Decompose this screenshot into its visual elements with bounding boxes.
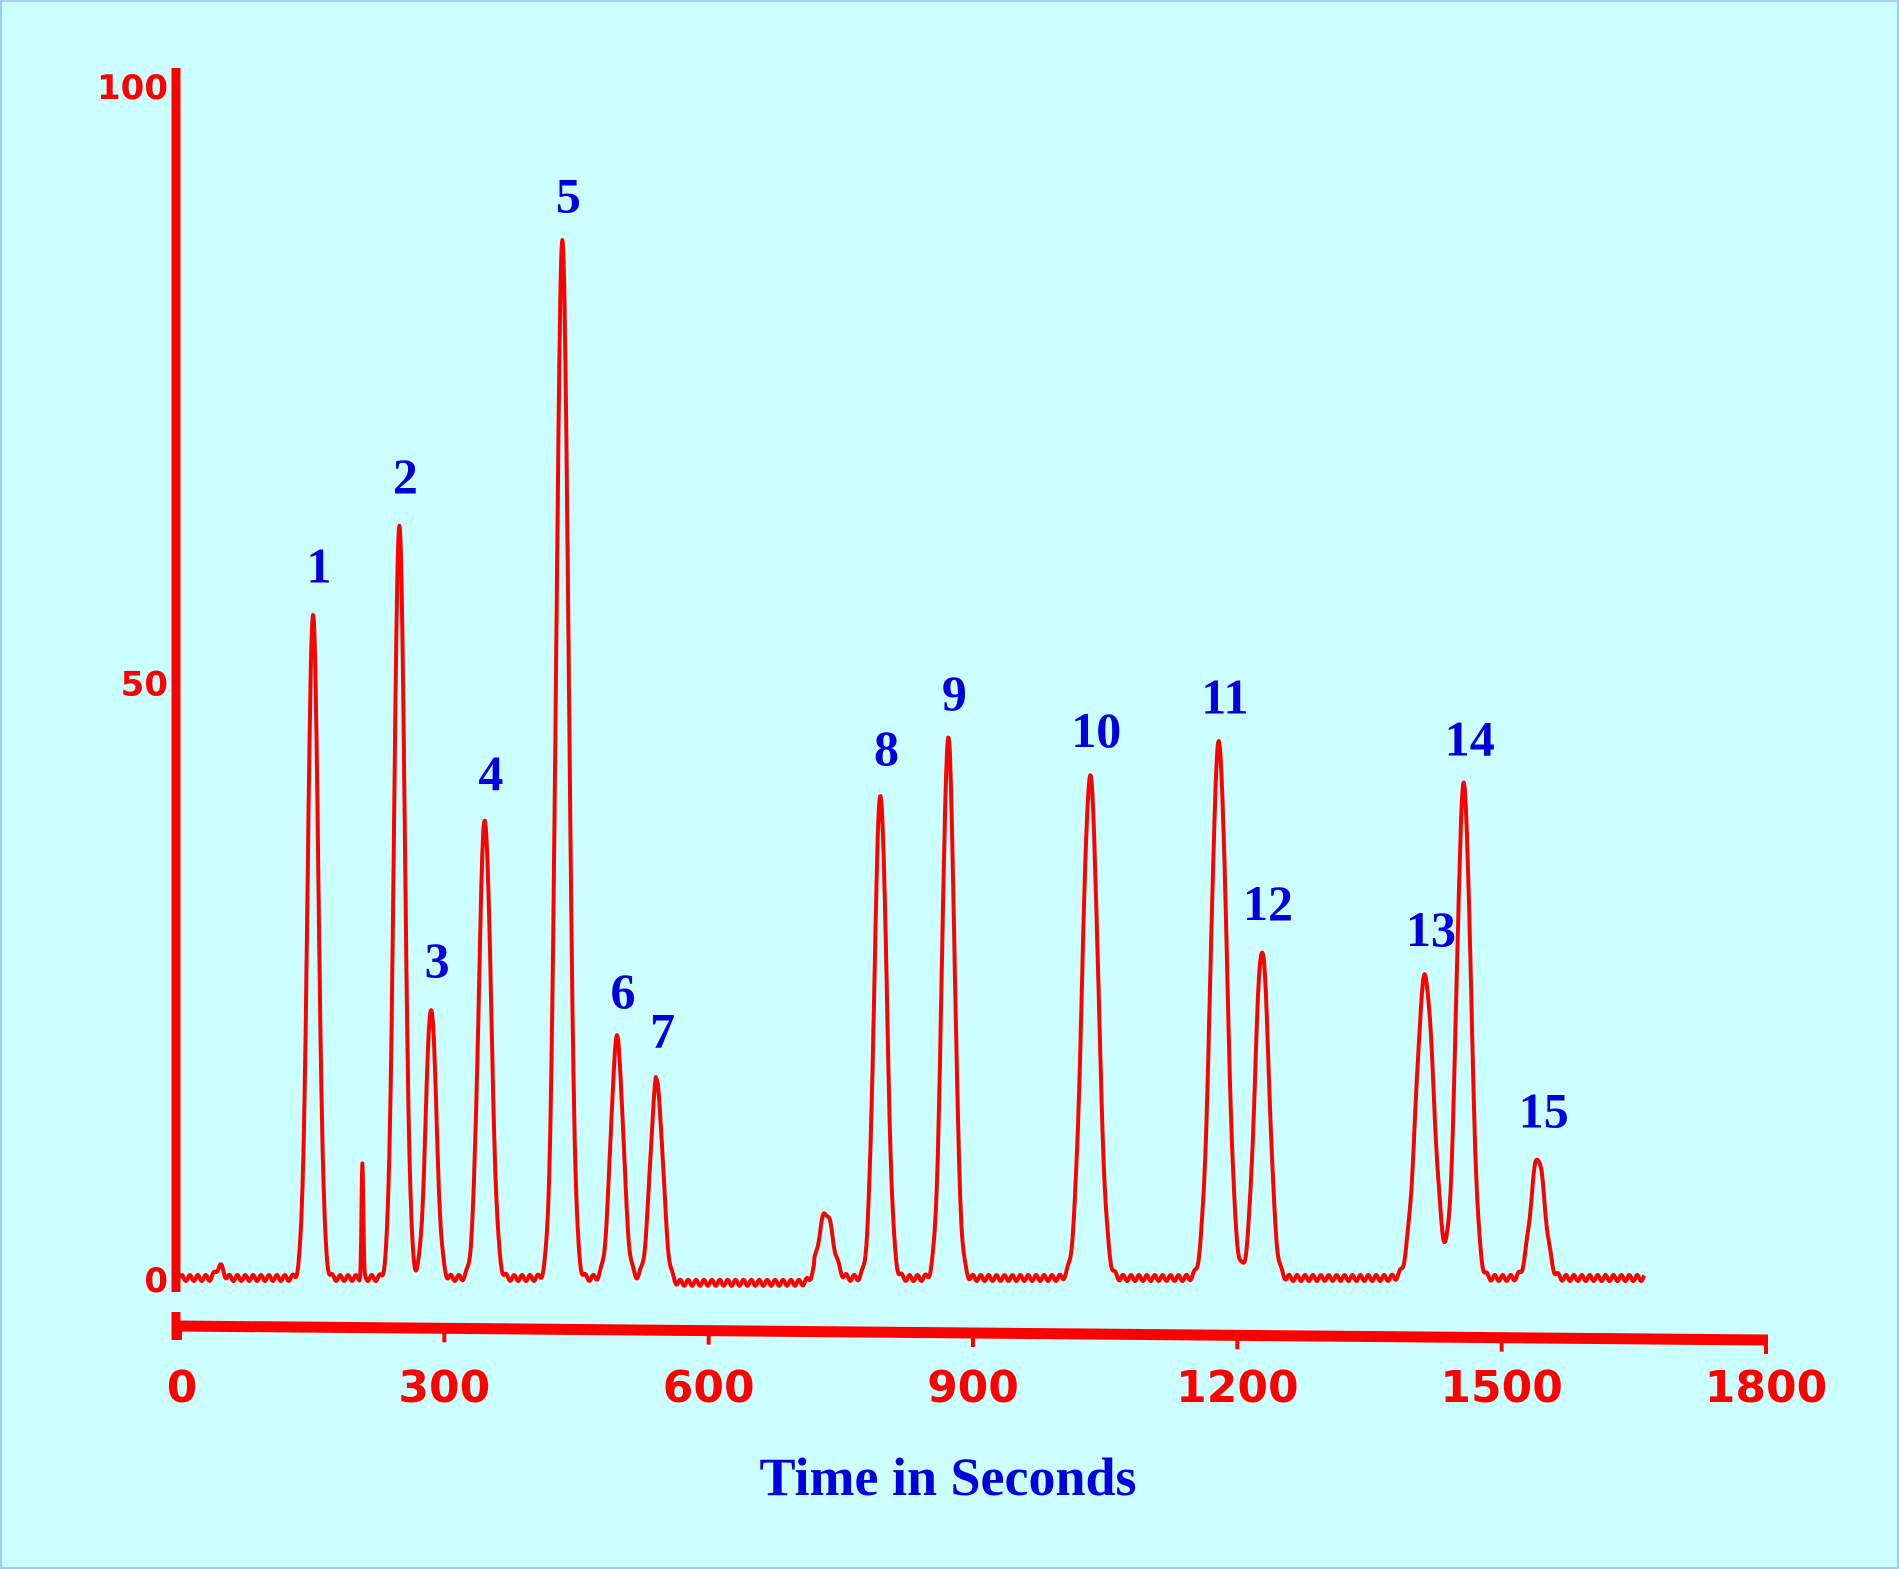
peak-label-5: 5: [556, 167, 581, 223]
peak-label-4: 4: [478, 745, 503, 801]
x-tick-label: 300: [398, 1362, 490, 1413]
peak-label-7: 7: [650, 1003, 675, 1059]
x-tick-label: 0: [167, 1362, 198, 1413]
peak-label-11: 11: [1201, 669, 1248, 725]
peak-label-9: 9: [942, 665, 967, 721]
peak-label-15: 15: [1519, 1083, 1569, 1139]
chromatogram-trace: [178, 238, 1647, 1288]
x-tick-label: 1800: [1705, 1362, 1827, 1413]
x-tick-label: 900: [927, 1362, 1019, 1413]
peak-label-12: 12: [1243, 875, 1293, 931]
peak-label-14: 14: [1445, 710, 1495, 766]
peak-label-1: 1: [307, 537, 332, 593]
peak-label-10: 10: [1071, 702, 1121, 758]
x-axis-label: Time in Seconds: [759, 1447, 1136, 1507]
y-tick-label: 50: [121, 665, 168, 705]
y-tick-label: 0: [144, 1261, 168, 1301]
peak-label-3: 3: [425, 932, 450, 988]
x-tick-label: 1500: [1440, 1362, 1562, 1413]
peak-label-6: 6: [611, 963, 636, 1019]
x-tick-label: 1200: [1176, 1362, 1298, 1413]
peak-label-8: 8: [874, 720, 899, 776]
y-tick-label: 100: [97, 68, 168, 108]
peak-label-2: 2: [393, 448, 418, 504]
x-tick-label: 600: [663, 1362, 755, 1413]
peak-label-13: 13: [1406, 901, 1456, 957]
